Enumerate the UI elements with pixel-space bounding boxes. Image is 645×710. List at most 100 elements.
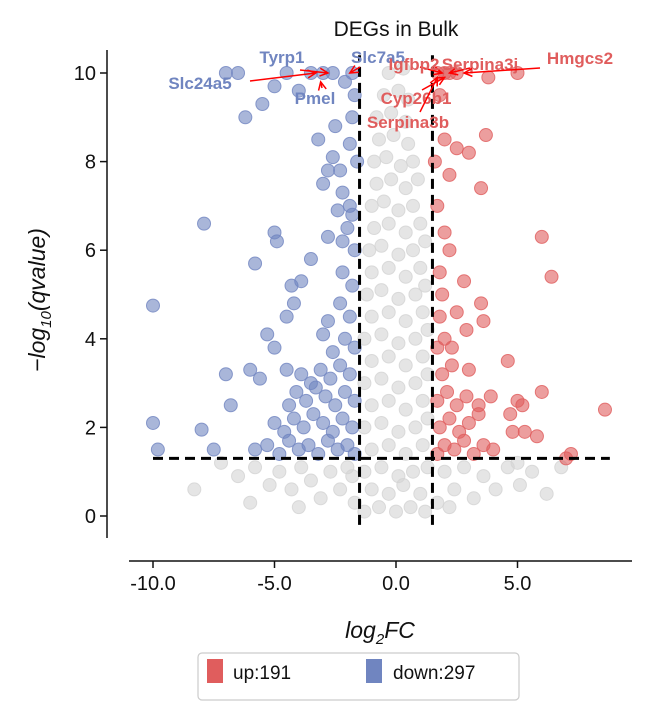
point-ns xyxy=(357,504,372,519)
point-ns xyxy=(406,243,421,258)
point-down xyxy=(333,163,348,178)
x-tick-label: -5.0 xyxy=(257,573,291,595)
point-down xyxy=(335,411,350,426)
point-ns xyxy=(525,464,540,479)
point-ns xyxy=(398,181,413,196)
annotation-label: Slc24a5 xyxy=(168,74,231,93)
point-ns xyxy=(364,442,379,457)
point-up xyxy=(442,167,457,182)
point-down xyxy=(325,345,340,360)
arrowhead-icon xyxy=(435,76,447,86)
point-ns xyxy=(393,159,408,174)
point-ns xyxy=(430,495,445,510)
x-tick-label: 5.0 xyxy=(504,573,532,595)
point-ns xyxy=(488,482,503,497)
point-ns xyxy=(408,287,423,302)
point-ns xyxy=(381,349,396,364)
point-ns xyxy=(442,500,457,515)
point-ns xyxy=(401,92,416,107)
point-ns xyxy=(391,336,406,351)
point-ns xyxy=(367,221,382,236)
point-ns xyxy=(391,469,406,484)
point-ns xyxy=(357,331,372,346)
point-ns xyxy=(379,150,394,165)
point-down xyxy=(146,298,160,313)
point-up xyxy=(430,393,445,408)
points-layer xyxy=(146,61,612,519)
annotation-arrow xyxy=(419,66,443,74)
point-down xyxy=(218,367,233,382)
annotation-arrow xyxy=(419,77,438,113)
point-down xyxy=(289,384,304,399)
point-ns xyxy=(313,491,328,506)
annotation-arrow xyxy=(463,67,541,74)
point-ns xyxy=(381,393,396,408)
point-ns xyxy=(231,469,246,484)
point-ns xyxy=(364,482,379,497)
x-tick-label: -10.0 xyxy=(130,573,176,595)
point-ns xyxy=(187,482,202,497)
y-tick-label: 8 xyxy=(85,152,96,174)
point-down xyxy=(267,79,282,94)
point-up xyxy=(432,309,447,324)
point-up xyxy=(505,424,520,439)
point-ns xyxy=(374,460,389,475)
point-ns xyxy=(398,225,413,240)
point-ns xyxy=(466,491,481,506)
point-down xyxy=(267,415,282,430)
point-down xyxy=(248,442,263,457)
point-ns xyxy=(415,305,430,320)
point-ns xyxy=(398,358,413,373)
point-down xyxy=(316,327,331,342)
point-down xyxy=(325,150,340,165)
point-ns xyxy=(364,265,379,280)
arrowhead-icon xyxy=(462,67,473,78)
point-ns xyxy=(381,486,396,501)
point-up xyxy=(471,407,486,422)
point-down xyxy=(294,274,309,289)
point-ns xyxy=(391,247,406,262)
point-down xyxy=(311,132,326,147)
x-ticks: -10.0 -5.0 0.0 5.0 xyxy=(130,561,531,595)
point-down xyxy=(342,309,357,324)
point-down xyxy=(243,362,258,377)
point-ns xyxy=(413,486,428,501)
point-up xyxy=(534,229,549,244)
point-ns xyxy=(410,172,425,187)
point-down xyxy=(325,424,340,439)
arrowhead-icon xyxy=(319,67,330,77)
point-down xyxy=(320,163,335,178)
point-ns xyxy=(398,402,413,417)
point-ns xyxy=(364,198,379,213)
point-ns xyxy=(418,278,433,293)
point-ns xyxy=(415,349,430,364)
legend-frame xyxy=(197,652,520,701)
annotation-label: Cyp26b1 xyxy=(381,89,452,108)
point-down xyxy=(333,358,348,373)
point-down xyxy=(316,415,331,430)
point-down xyxy=(328,119,343,134)
point-ns xyxy=(386,128,401,143)
annotation-label: Igfbp2 xyxy=(389,55,440,74)
point-down xyxy=(291,83,306,98)
point-up xyxy=(444,340,459,355)
point-up xyxy=(474,181,489,196)
point-up xyxy=(432,88,447,103)
annotation-arrow xyxy=(299,69,329,74)
legend: up:191 down:297 xyxy=(197,652,520,701)
point-ns xyxy=(374,371,389,386)
point-up xyxy=(544,269,559,284)
point-down xyxy=(318,389,333,404)
point-ns xyxy=(333,482,348,497)
point-down xyxy=(320,314,335,329)
point-ns xyxy=(374,283,389,298)
point-down xyxy=(345,278,360,293)
point-ns xyxy=(381,216,396,231)
point-down xyxy=(323,371,338,386)
point-up xyxy=(452,424,467,439)
point-down xyxy=(286,411,301,426)
point-ns xyxy=(248,460,263,475)
y-tick-label: 4 xyxy=(85,329,96,351)
point-up xyxy=(449,141,464,156)
point-ns xyxy=(345,469,360,484)
